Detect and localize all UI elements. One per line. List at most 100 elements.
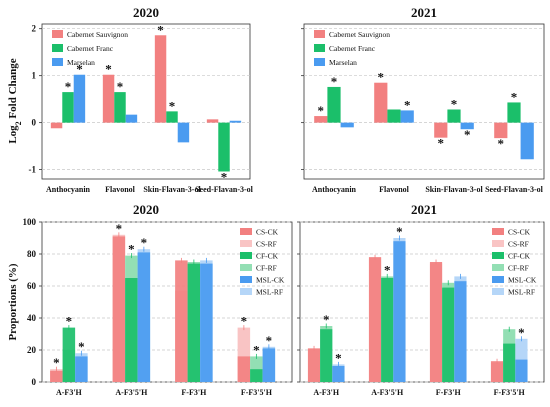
- panel-2020-proportions: 2020 Proportions (%) 0 20 40 60 80 100 A-F3'H *…: [7, 202, 293, 397]
- significance-star: *: [335, 350, 342, 365]
- y-tick-label: -1: [29, 165, 37, 175]
- legend-swatch: [240, 276, 252, 283]
- bar: [374, 82, 388, 123]
- bar-ck: [332, 366, 345, 382]
- bar: [340, 122, 354, 128]
- bar: [494, 122, 508, 139]
- bar: [314, 116, 328, 123]
- significance-star: *: [253, 342, 260, 357]
- bar: [166, 111, 178, 123]
- x-category-label: F-F3'5'H: [494, 388, 526, 397]
- legend-entry: CS-RF: [508, 240, 529, 249]
- significance-star: *: [404, 97, 411, 112]
- bar-ck: [393, 241, 406, 382]
- bar-ck: [237, 356, 251, 382]
- bar-ck: [368, 257, 382, 382]
- panel-2021-proportions: 2021 A-F3'H * * A-F3'5'H * * F-F3'H F-F3'5'H * CS…: [297, 202, 545, 397]
- significance-star: *: [78, 339, 85, 354]
- x-category-label: A-F3'5'H: [115, 388, 148, 397]
- y-tick-label: 2: [32, 24, 37, 34]
- bar-ck: [187, 263, 201, 382]
- legend-entry: Cabernet Sauvignon: [67, 30, 128, 39]
- y-axis-label: Proportions (%): [7, 263, 19, 340]
- bar: [114, 92, 126, 123]
- bar-ck: [125, 278, 138, 382]
- legend-swatch: [492, 240, 504, 247]
- panel-title: 2021: [411, 5, 437, 20]
- x-category-label: Flavonol: [105, 185, 136, 194]
- bar-ck: [429, 262, 443, 382]
- bar-ck: [250, 369, 263, 382]
- significance-star: *: [318, 103, 325, 118]
- significance-star: *: [241, 314, 248, 329]
- significance-star: *: [396, 224, 403, 239]
- significance-star: *: [464, 127, 471, 142]
- legend-entry: CF-CK: [256, 252, 279, 261]
- legend-swatch: [314, 30, 325, 38]
- panel-title: 2020: [133, 5, 159, 20]
- legend-entry: CS-RF: [256, 240, 277, 249]
- legend-entry: MSL-CK: [256, 276, 285, 285]
- bar: [50, 122, 63, 129]
- significance-star: *: [221, 169, 228, 184]
- bar-ck: [175, 260, 188, 382]
- significance-star: *: [157, 22, 164, 37]
- significance-star: *: [378, 70, 385, 85]
- bar: [206, 119, 219, 123]
- x-category-label: Skin-Flavan-3-ol: [425, 185, 483, 194]
- legend-swatch: [492, 252, 504, 259]
- bar: [62, 92, 74, 123]
- legend-swatch: [314, 44, 325, 52]
- bar-ck: [503, 343, 516, 382]
- bar: [520, 122, 534, 160]
- legend-swatch: [240, 240, 252, 247]
- legend-entry: Cabernet Sauvignon: [329, 30, 390, 39]
- bar-ck: [307, 348, 321, 382]
- bar-ck: [200, 263, 213, 382]
- significance-star: *: [438, 136, 445, 151]
- legend-entry: CS-CK: [508, 228, 531, 237]
- legend-entry: Marselan: [329, 58, 357, 67]
- y-tick-label: 0: [32, 118, 37, 128]
- significance-star: *: [128, 242, 135, 257]
- significance-star: *: [451, 96, 458, 111]
- legend-entry: Marselan: [67, 58, 95, 67]
- bar: [73, 74, 86, 123]
- significance-star: *: [105, 62, 112, 77]
- x-category-label: A-F3'5'H: [371, 388, 404, 397]
- y-tick-label: 80: [27, 249, 37, 259]
- significance-star: *: [116, 221, 123, 236]
- panel-title: 2020: [133, 202, 159, 217]
- bar: [125, 114, 138, 123]
- x-category-label: Skin-Flavan-3-ol: [143, 185, 201, 194]
- legend-entry: CF-RF: [508, 264, 529, 273]
- panel-2021-fold-change: 2021 Anthocyanin * * Flavonol * * Skin-Flavan-…: [301, 5, 545, 194]
- bar: [447, 109, 461, 123]
- significance-star: *: [117, 79, 124, 94]
- y-tick-label: 0: [32, 377, 37, 387]
- legend-swatch: [492, 288, 504, 295]
- bar-ck: [490, 361, 504, 382]
- x-category-label: Anthocyanin: [46, 185, 91, 194]
- y-tick-label: 100: [23, 217, 37, 227]
- bar-ck: [137, 252, 151, 382]
- bar: [460, 122, 474, 130]
- legend-entry: CF-CK: [508, 252, 531, 261]
- bar: [218, 122, 230, 172]
- legend-swatch: [240, 228, 252, 235]
- x-category-label: Seed-Flavan-3-ol: [195, 185, 254, 194]
- bar-ck: [381, 278, 394, 382]
- significance-star: *: [511, 89, 518, 104]
- legend-swatch: [240, 288, 252, 295]
- legend-entry: MSL-RF: [508, 288, 535, 297]
- bar-ck: [454, 281, 467, 382]
- legend-entry: CF-RF: [256, 264, 277, 273]
- y-tick-label: 60: [27, 281, 37, 291]
- significance-star: *: [498, 136, 505, 151]
- legend-swatch: [52, 30, 63, 38]
- legend-swatch: [52, 58, 63, 66]
- significance-star: *: [76, 62, 83, 77]
- plot-frame: [41, 23, 251, 180]
- bar: [507, 102, 521, 123]
- bar: [327, 86, 341, 123]
